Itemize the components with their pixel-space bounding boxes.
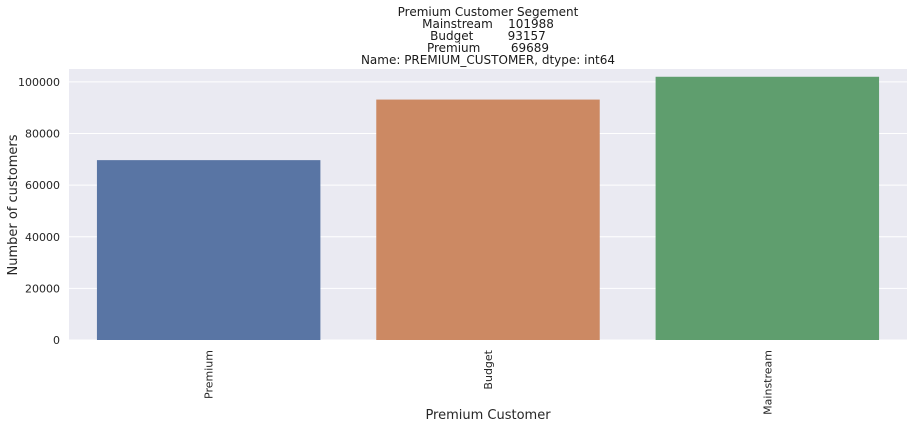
y-tick-label: 60000 bbox=[25, 179, 60, 192]
bar-budget bbox=[376, 99, 600, 340]
y-tick-label: 100000 bbox=[18, 76, 60, 89]
bar-mainstream bbox=[655, 76, 880, 340]
chart-title: Premium Customer Segement Mainstream 101… bbox=[361, 5, 615, 67]
y-tick-label: 0 bbox=[53, 334, 60, 347]
y-tick-label: 20000 bbox=[25, 282, 60, 295]
x-tick-label-premium: Premium bbox=[203, 350, 216, 399]
x-tick-labels: Premium Budget Mainstream bbox=[203, 349, 775, 414]
x-axis-label: Premium Customer bbox=[425, 408, 551, 423]
bars bbox=[96, 76, 880, 340]
y-tick-label: 40000 bbox=[25, 231, 60, 244]
y-tick-labels: 0 20000 40000 60000 80000 100000 bbox=[18, 76, 60, 347]
y-axis-label: Number of customers bbox=[6, 134, 21, 275]
y-tick-label: 80000 bbox=[25, 128, 60, 141]
bar-premium bbox=[96, 160, 321, 340]
chart-title-line-4: Premium 69689 bbox=[427, 41, 549, 55]
chart-title-line-2: Mainstream 101988 bbox=[422, 17, 554, 31]
chart-title-line-1: Premium Customer Segement bbox=[398, 5, 579, 19]
chart-title-line-3: Budget 93157 bbox=[430, 29, 546, 43]
x-tick-label-budget: Budget bbox=[482, 349, 495, 389]
chart-title-line-5: Name: PREMIUM_CUSTOMER, dtype: int64 bbox=[361, 53, 615, 67]
x-tick-label-mainstream: Mainstream bbox=[761, 350, 774, 415]
